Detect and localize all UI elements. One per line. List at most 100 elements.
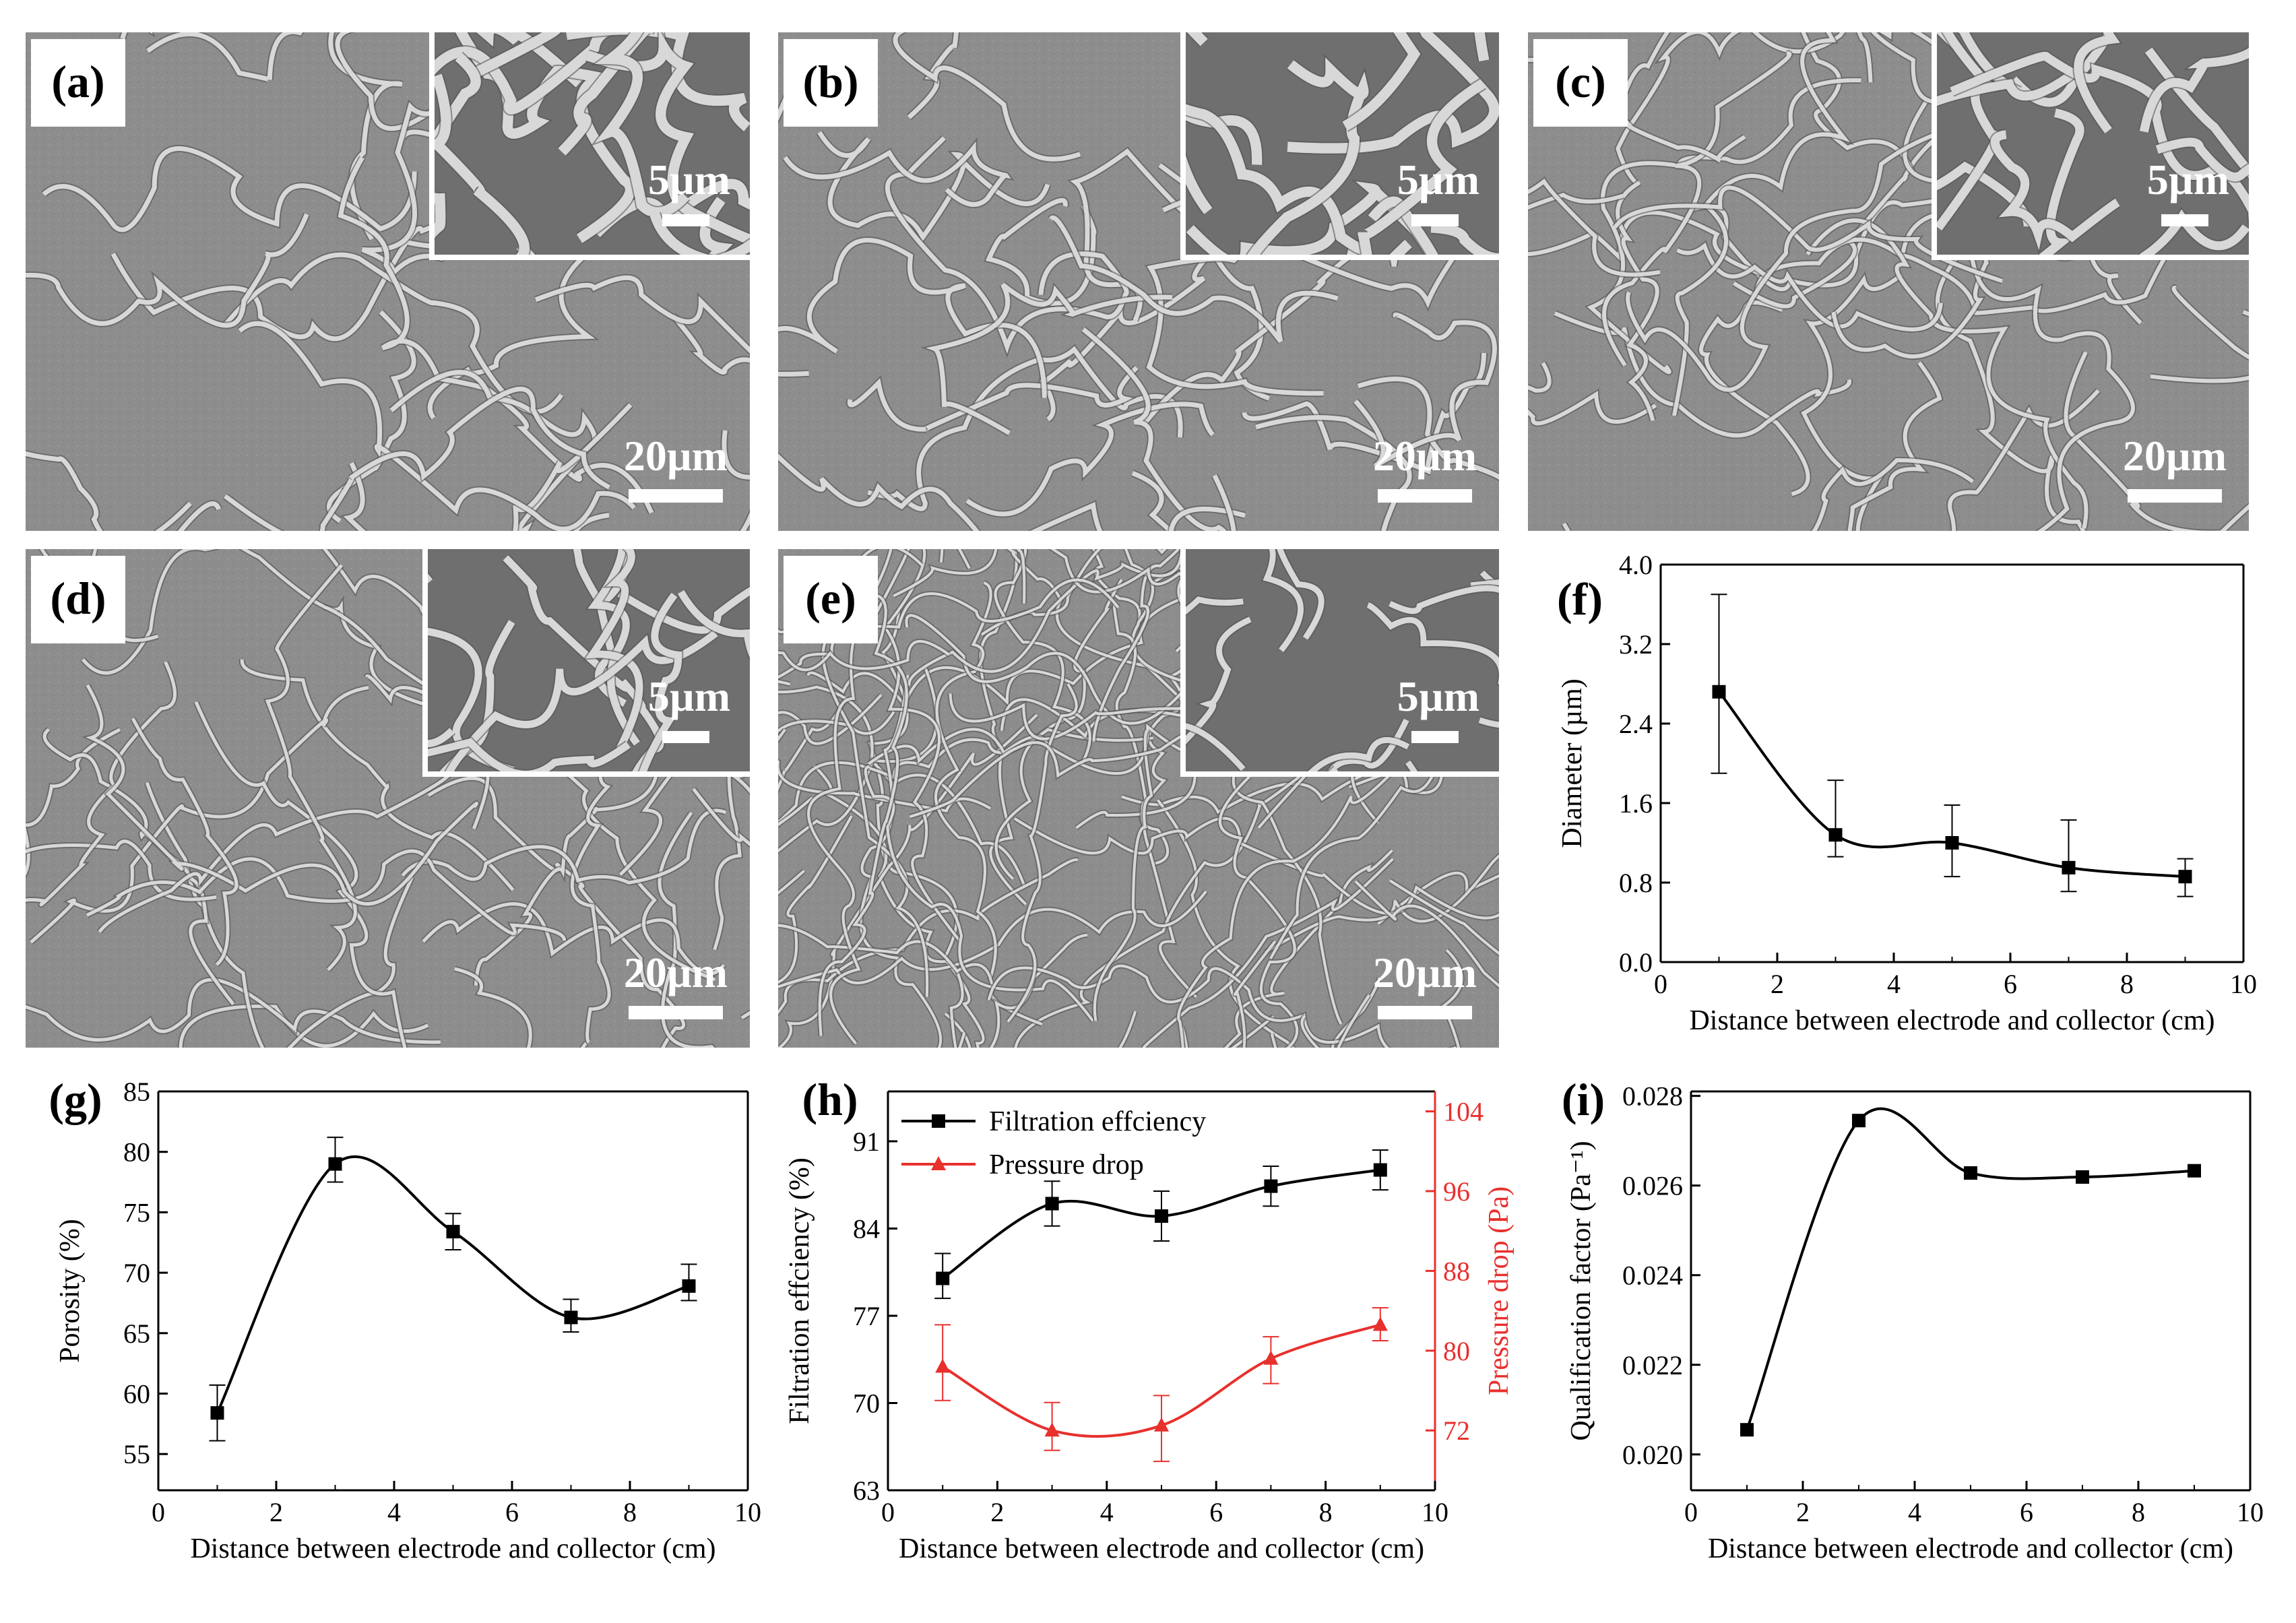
chart-f: (f) 0 2 4 6 8 10 0.0 0.8 1.6 2.4 3.2 4.0 Distance bet…	[1533, 550, 2257, 1036]
fiber	[224, 386, 610, 531]
fiber	[1014, 817, 1499, 920]
y-axis-title: Porosity (%)	[55, 1219, 86, 1363]
x-tick-label: 4	[1908, 1497, 1921, 1527]
fiber	[1616, 181, 1659, 421]
fiber	[778, 695, 848, 791]
fiber	[1224, 849, 1393, 1048]
fiber	[1671, 32, 1851, 416]
fiber	[692, 788, 750, 847]
fiber-shadow	[2241, 309, 2249, 318]
fiber	[778, 711, 895, 735]
x-tick-label: 10	[1422, 1497, 1448, 1527]
x-tick-label: 4	[387, 1497, 401, 1527]
scale-bar-text: 20µm	[624, 432, 728, 480]
legend-marker	[931, 1156, 946, 1170]
data-point	[1045, 1197, 1059, 1211]
fiber	[2010, 32, 2113, 107]
fiber	[778, 713, 1038, 1048]
fiber-shadow	[1447, 556, 1499, 596]
fiber-shadow	[579, 1041, 589, 1048]
x-tick-label: 6	[2004, 969, 2017, 999]
data-point	[210, 1406, 224, 1420]
x-axis-title: Distance between electrode and collector…	[899, 1533, 1424, 1564]
fiber	[1048, 215, 1339, 343]
panel-label: (i)	[1562, 1074, 1605, 1125]
fiber	[1801, 273, 1903, 531]
data-point	[1155, 1209, 1168, 1223]
legend-label: Filtration effciency	[989, 1106, 1206, 1137]
fiber	[671, 314, 750, 375]
y-tick-label: 70	[853, 1389, 880, 1419]
fiber	[445, 630, 718, 771]
fiber	[1180, 1027, 1188, 1048]
fiber	[2155, 137, 2249, 182]
fiber	[1091, 549, 1265, 738]
panel-label: (e)	[805, 573, 856, 624]
fiber	[1124, 549, 1154, 623]
fiber	[454, 967, 532, 1048]
scale-bar	[1378, 1006, 1472, 1019]
y-axis-title: Filtration effciency (%)	[784, 1157, 815, 1424]
inset-scale-bar-text: 5µm	[1397, 672, 1479, 720]
fiber	[934, 581, 997, 981]
y-right-tick-label: 88	[1443, 1256, 1470, 1286]
fiber	[428, 627, 515, 771]
fiber	[1812, 458, 1974, 531]
fiber	[893, 549, 998, 598]
x-tick-label: 8	[2120, 969, 2134, 999]
x-tick-label: 0	[881, 1497, 895, 1527]
fiber	[732, 32, 738, 36]
label-box	[1533, 39, 1628, 127]
x-axis-title: Distance between electrode and collector…	[1708, 1533, 2233, 1564]
scale-bar	[2128, 489, 2222, 503]
inset-scale-bar-text: 5µm	[2147, 156, 2229, 203]
fiber	[985, 197, 1097, 306]
y-right-tick-label: 72	[1443, 1415, 1470, 1446]
fiber	[1308, 737, 1410, 771]
fiber	[30, 686, 369, 944]
y-tick-label: 4.0	[1619, 550, 1653, 580]
fiber	[847, 366, 1139, 432]
x-tick-label: 8	[1319, 1497, 1333, 1527]
inset-scale-bar	[662, 214, 709, 226]
fiber	[26, 728, 121, 877]
inset-scale-bar	[2161, 214, 2208, 226]
fiber	[1528, 210, 1770, 278]
fiber	[592, 179, 750, 238]
fiber-shadow	[1335, 993, 1372, 1048]
charts: (f) 0 2 4 6 8 10 0.0 0.8 1.6 2.4 3.2 4.0 Distance bet…	[28, 550, 2264, 1564]
y-right-axis-title: Pressure drop (Pa)	[1484, 1186, 1514, 1395]
fiber	[428, 738, 631, 771]
y-tick-label: 70	[123, 1258, 150, 1288]
fiber	[1342, 32, 1421, 131]
fiber	[1353, 312, 1497, 468]
scale-bar-text: 20µm	[2123, 432, 2227, 480]
y-tick-label: 77	[853, 1301, 880, 1331]
fiber	[1676, 242, 1943, 331]
y-tick-label: 0.026	[1622, 1171, 1683, 1201]
y-tick-label: 0.0	[1619, 947, 1653, 978]
fiber	[2064, 351, 2249, 531]
fiber	[1366, 602, 1499, 685]
fiber	[287, 877, 414, 1048]
fiber	[1377, 871, 1499, 925]
inset-scale-bar	[662, 731, 709, 743]
data-point	[936, 1271, 950, 1285]
micrograph-d: (d) 20µm 5µm	[26, 549, 750, 1048]
fiber	[987, 964, 1460, 1048]
fiber-shadow	[1269, 1033, 1279, 1048]
fiber	[1613, 185, 2004, 284]
x-tick-label: 0	[1654, 969, 1667, 999]
data-point	[1154, 1417, 1169, 1432]
fiber	[1389, 585, 1499, 614]
fiber	[1186, 616, 1252, 744]
fiber	[1327, 718, 1409, 771]
fiber-shadow	[1459, 32, 1491, 41]
fiber	[658, 811, 715, 1048]
x-tick-label: 0	[152, 1497, 165, 1527]
label-box	[784, 39, 878, 127]
fiber	[1277, 549, 1325, 640]
y-tick-label: 0.020	[1622, 1440, 1683, 1470]
panel-label: (a)	[51, 56, 104, 107]
